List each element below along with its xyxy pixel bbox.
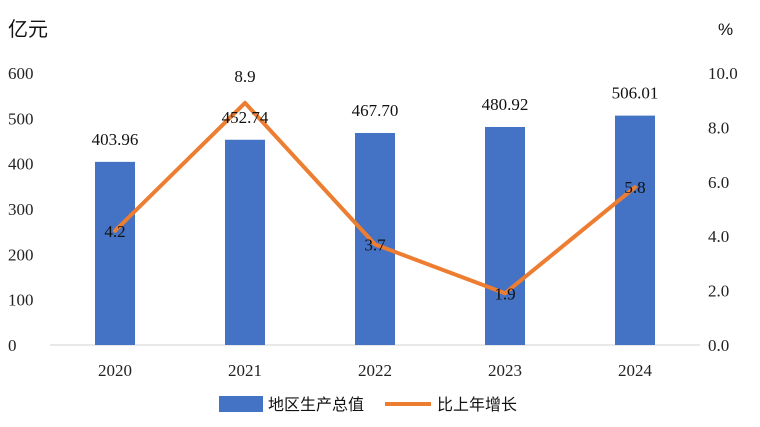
left-tick-label: 400 [8,155,34,174]
left-tick-label: 200 [8,245,34,264]
bar-series [95,115,655,346]
legend-bar-swatch [219,396,263,412]
right-axis-ticks: 0.0 2.0 4.0 6.0 8.0 10.0 [708,64,738,355]
bar-value-labels: 403.96 452.74 467.70 480.92 506.01 [92,84,659,149]
left-tick-label: 100 [8,291,34,310]
line-value-labels: 4.2 8.9 3.7 1.9 5.8 [104,67,645,303]
x-tick-label: 2022 [358,361,392,380]
left-axis-ticks: 0 100 200 300 400 500 600 [8,64,34,355]
left-tick-label: 500 [8,109,34,128]
x-tick-label: 2020 [98,361,132,380]
x-axis-ticks: 2020 2021 2022 2023 2024 [98,361,653,380]
legend: 地区生产总值 比上年增长 [219,395,517,414]
bar-value-label: 403.96 [92,130,139,149]
line-value-label: 4.2 [104,222,125,241]
growth-line [113,100,637,296]
bar-value-label: 480.92 [482,95,529,114]
bar [355,132,395,345]
right-tick-label: 10.0 [708,64,738,83]
line-value-label: 5.8 [624,178,645,197]
bar [615,115,655,346]
line-value-label: 8.9 [234,67,255,86]
x-tick-label: 2024 [618,361,653,380]
x-tick-label: 2021 [228,361,262,380]
left-axis-unit: 亿元 [8,17,48,41]
left-tick-label: 600 [8,64,34,83]
left-tick-label: 0 [8,336,17,355]
right-tick-label: 6.0 [708,173,729,192]
right-axis-unit: % [718,20,733,39]
bar-value-label: 452.74 [222,108,269,127]
right-tick-label: 2.0 [708,282,729,301]
line-value-label: 1.9 [494,284,515,303]
left-tick-label: 300 [8,200,34,219]
right-tick-label: 8.0 [708,118,729,137]
legend-bar-label: 地区生产总值 [268,395,364,414]
bar-value-label: 506.01 [612,84,659,103]
line-value-label: 3.7 [364,235,386,254]
bar [225,139,265,345]
bar [95,161,135,345]
x-tick-label: 2023 [488,361,522,380]
bar-value-label: 467.70 [352,101,399,120]
legend-line-label: 比上年增长 [437,395,517,414]
right-tick-label: 0.0 [708,336,729,355]
right-tick-label: 4.0 [708,227,729,246]
bar [485,126,525,345]
